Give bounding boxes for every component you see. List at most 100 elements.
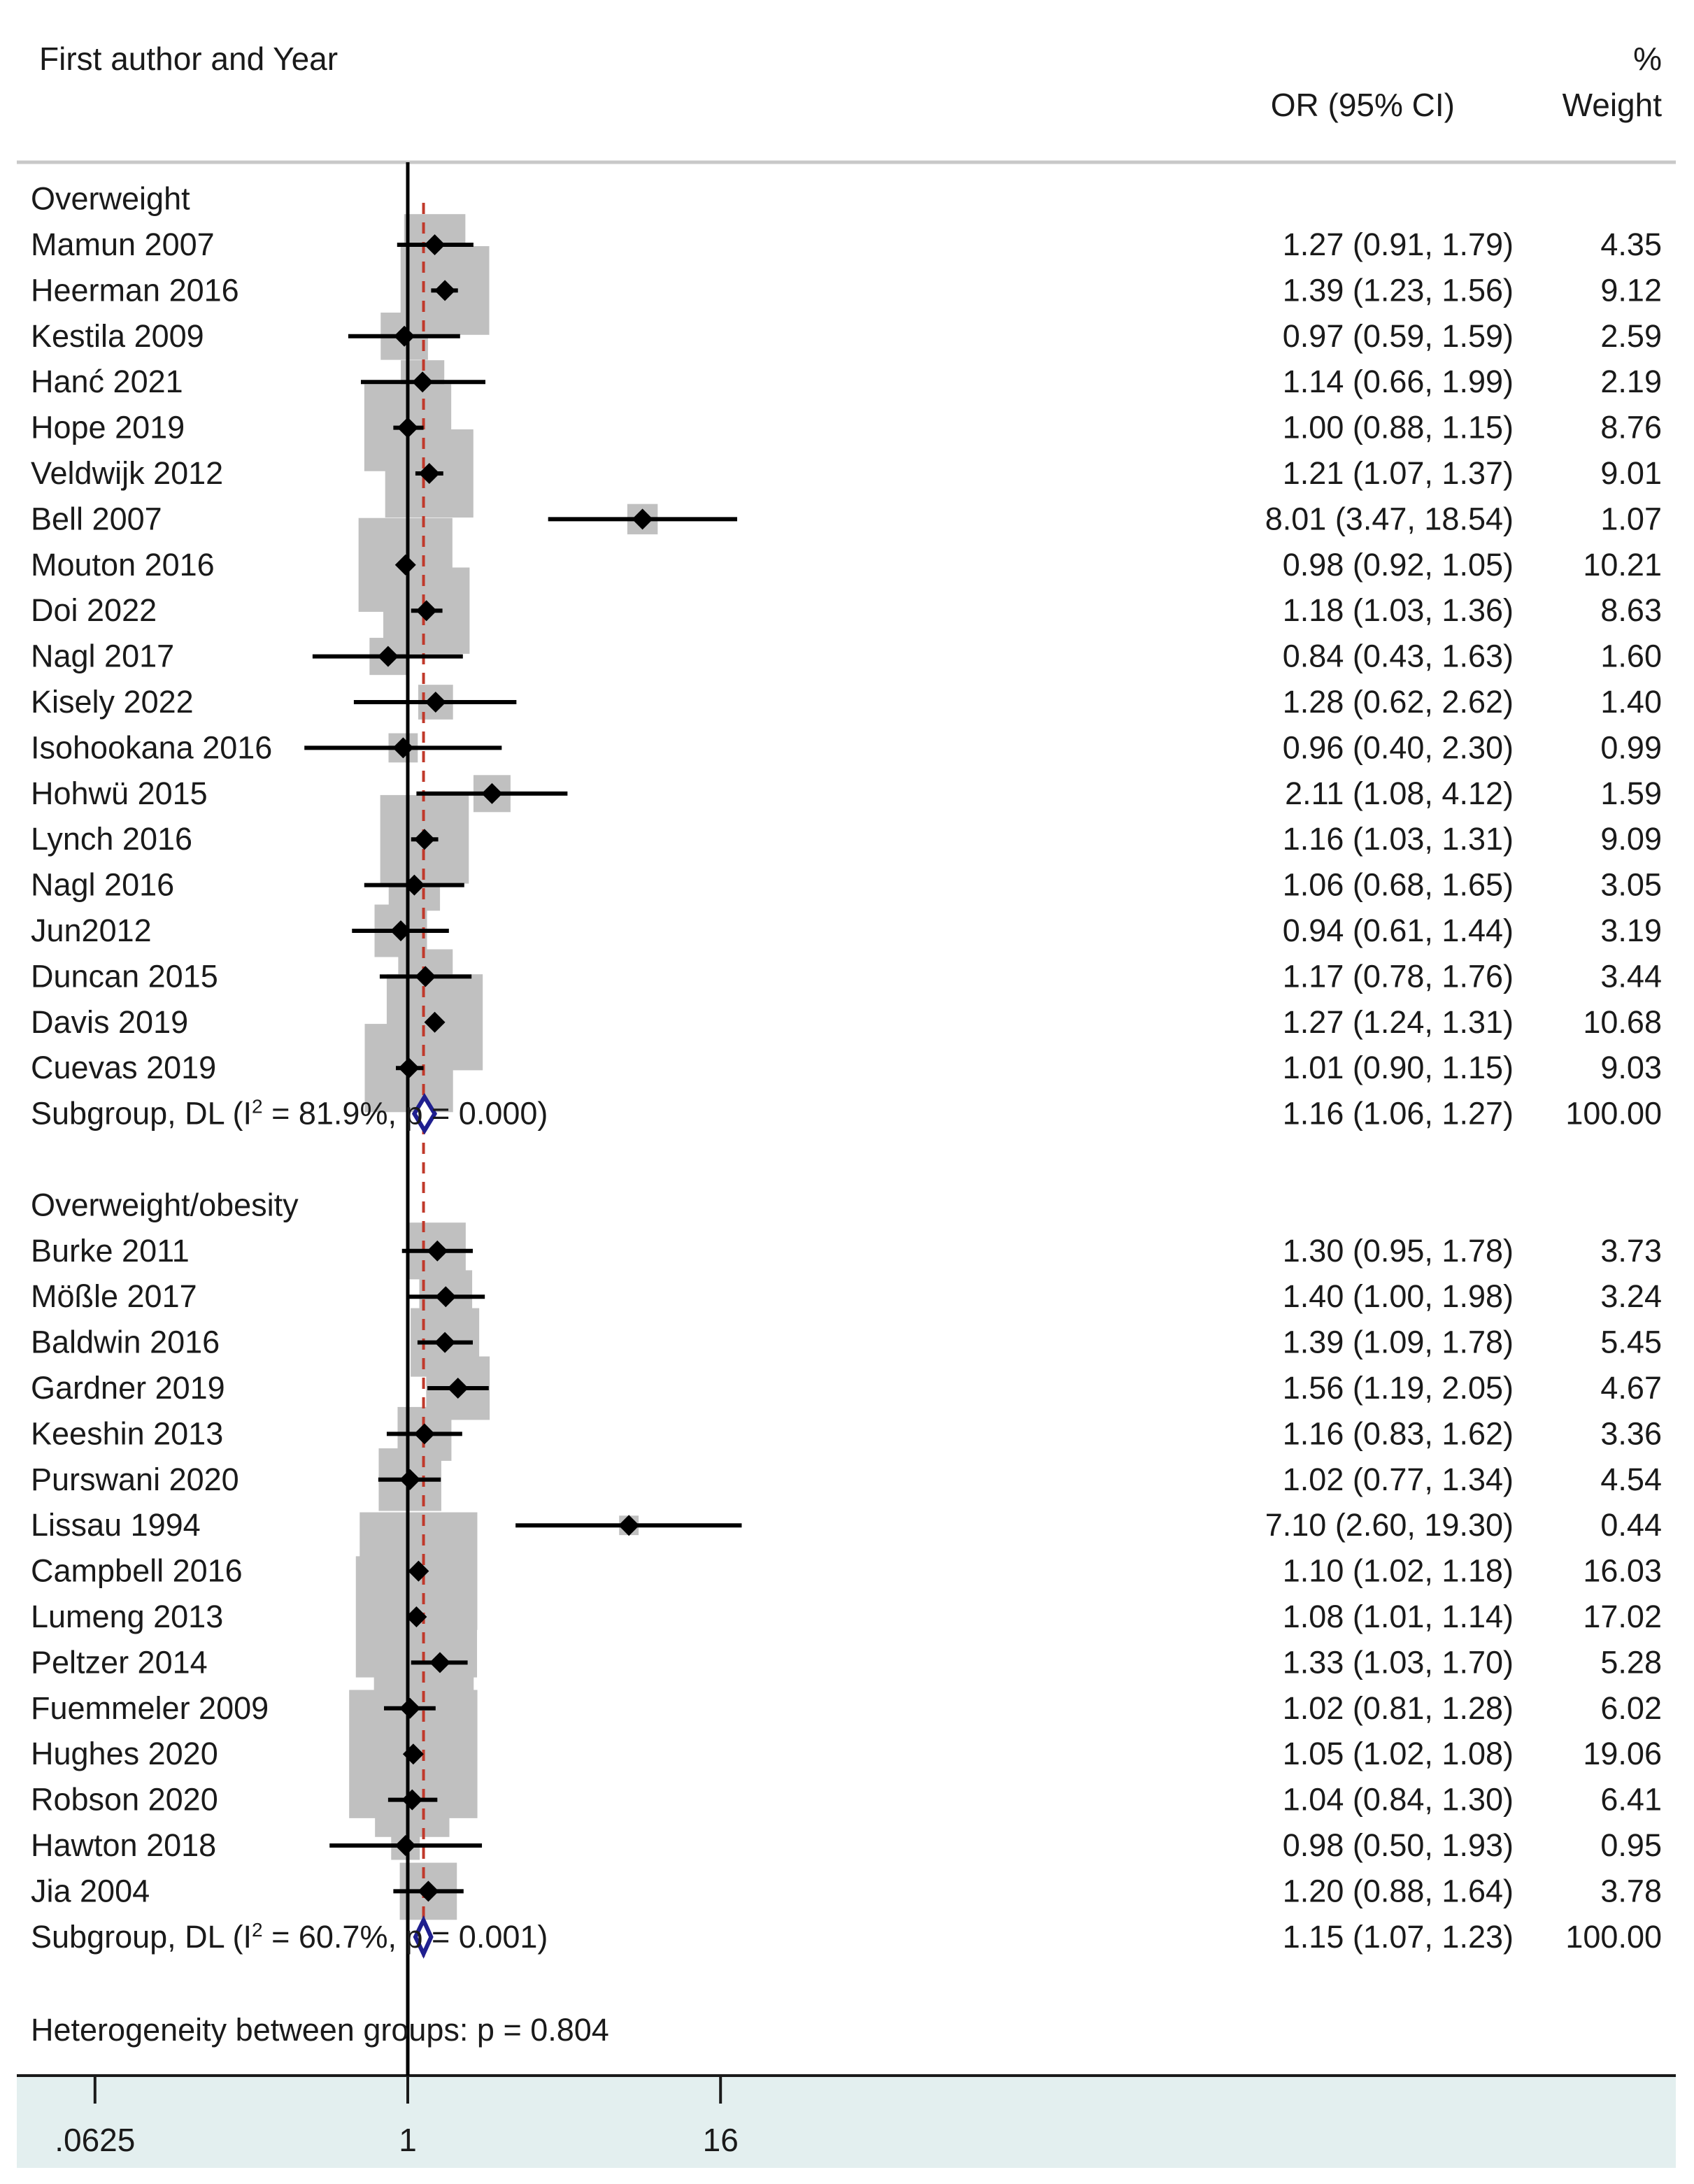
- or-ci-value: 1.56 (1.19, 2.05): [1283, 1370, 1514, 1406]
- point-estimate: [402, 1743, 424, 1765]
- weight-value: 6.02: [1600, 1690, 1662, 1726]
- or-ci-value: 1.27 (0.91, 1.79): [1283, 227, 1514, 262]
- point-estimates: [377, 234, 653, 1959]
- or-ci-value: 1.16 (1.03, 1.31): [1283, 821, 1514, 857]
- weight-value: 16.03: [1583, 1553, 1662, 1589]
- weight-value: 9.09: [1600, 821, 1662, 857]
- subgroup-diamond: [411, 1092, 438, 1135]
- study-label: Nagl 2016: [31, 867, 174, 903]
- study-label: Hohwü 2015: [31, 776, 208, 811]
- point-estimate: [429, 1652, 450, 1673]
- weight-value: 0.44: [1600, 1507, 1662, 1543]
- point-estimate: [394, 554, 416, 576]
- weight-value: 3.44: [1600, 958, 1662, 994]
- study-label: Lissau 1994: [31, 1507, 201, 1543]
- weight-value: 3.36: [1600, 1415, 1662, 1451]
- study-label: Campbell 2016: [31, 1553, 243, 1589]
- weight-value: 5.28: [1600, 1644, 1662, 1680]
- subgroup-or-ci: 1.16 (1.06, 1.27): [1283, 1096, 1514, 1132]
- or-ci-value: 1.16 (0.83, 1.62): [1283, 1415, 1514, 1451]
- study-label: Veldwijk 2012: [31, 455, 223, 491]
- point-estimate: [418, 1880, 439, 1902]
- point-estimate: [394, 1835, 416, 1856]
- study-label: Duncan 2015: [31, 958, 218, 994]
- or-ci-value: 1.00 (0.88, 1.15): [1283, 410, 1514, 445]
- point-estimate: [377, 645, 399, 667]
- point-estimate: [398, 1057, 420, 1079]
- point-estimate: [406, 1606, 427, 1627]
- x-tick-label: 1: [399, 2122, 417, 2158]
- subgroup-weight: 100.00: [1565, 1919, 1662, 1955]
- point-estimate: [401, 1789, 423, 1811]
- study-label: Nagl 2017: [31, 638, 174, 674]
- or-ci-value: 7.10 (2.60, 19.30): [1265, 1507, 1514, 1543]
- study-label: Hawton 2018: [31, 1827, 216, 1863]
- weight-value: 1.07: [1600, 501, 1662, 536]
- heterogeneity-note: Heterogeneity between groups: p = 0.804: [31, 2012, 609, 2048]
- weight-value: 3.05: [1600, 867, 1662, 903]
- point-estimate: [397, 417, 418, 438]
- or-ci-value: 1.18 (1.03, 1.36): [1283, 592, 1514, 628]
- point-estimate: [434, 1332, 456, 1353]
- study-label: Mouton 2016: [31, 547, 215, 583]
- point-estimate: [399, 1697, 421, 1719]
- subgroup-or-ci: 1.15 (1.07, 1.23): [1283, 1919, 1514, 1955]
- weight-value: 0.99: [1600, 729, 1662, 765]
- or-ci-value: 1.14 (0.66, 1.99): [1283, 364, 1514, 399]
- or-ci-value: 0.84 (0.43, 1.63): [1283, 638, 1514, 674]
- weight-value: 2.59: [1600, 318, 1662, 354]
- group-heading: Overweight/obesity: [31, 1187, 299, 1222]
- subgroup-diamond: [413, 1915, 434, 1959]
- point-estimate: [425, 692, 446, 713]
- weight-value: 10.21: [1583, 547, 1662, 583]
- subgroup-label: Subgroup, DL (I2 = 81.9%, p = 0.000): [31, 1096, 548, 1132]
- weight-value: 3.78: [1600, 1873, 1662, 1908]
- weight-value: 5.45: [1600, 1325, 1662, 1360]
- or-ci-value: 0.98 (0.50, 1.93): [1283, 1827, 1514, 1863]
- point-estimate: [408, 1560, 429, 1582]
- study-label: Fuemmeler 2009: [31, 1690, 269, 1726]
- or-ci-value: 1.02 (0.77, 1.34): [1283, 1462, 1514, 1497]
- study-label: Mößle 2017: [31, 1278, 197, 1314]
- x-tick-label: 16: [703, 2122, 739, 2158]
- study-label: Peltzer 2014: [31, 1644, 208, 1680]
- axis-band: [17, 2076, 1676, 2168]
- study-label: Heerman 2016: [31, 272, 239, 308]
- weight-boxes: [349, 214, 658, 1920]
- or-ci-value: 1.06 (0.68, 1.65): [1283, 867, 1514, 903]
- study-label: Gardner 2019: [31, 1370, 225, 1406]
- weight-value: 3.19: [1600, 913, 1662, 948]
- point-estimate: [427, 1240, 448, 1262]
- or-ci-value: 1.02 (0.81, 1.28): [1283, 1690, 1514, 1726]
- study-label: Doi 2022: [31, 592, 157, 628]
- weight-value: 8.63: [1600, 592, 1662, 628]
- or-ci-value: 1.28 (0.62, 2.62): [1283, 684, 1514, 720]
- point-estimate: [434, 280, 456, 301]
- subgroup-weight: 100.00: [1565, 1096, 1662, 1132]
- study-label: Lumeng 2013: [31, 1599, 223, 1634]
- x-tick-label: .0625: [55, 2122, 135, 2158]
- or-ci-value: 1.39 (1.09, 1.78): [1283, 1325, 1514, 1360]
- study-label: Davis 2019: [31, 1004, 188, 1040]
- weight-value: 4.54: [1600, 1462, 1662, 1497]
- study-label: Kisely 2022: [31, 684, 194, 720]
- study-label: Keeshin 2013: [31, 1415, 223, 1451]
- point-estimate: [418, 463, 440, 484]
- weight-value: 1.40: [1600, 684, 1662, 720]
- study-label: Hughes 2020: [31, 1736, 218, 1771]
- or-ci-value: 1.20 (0.88, 1.64): [1283, 1873, 1514, 1908]
- point-estimate: [447, 1378, 469, 1399]
- study-label: Lynch 2016: [31, 821, 192, 857]
- x-axis-ticks: .0625 1 16: [55, 2076, 739, 2158]
- group-heading: Overweight: [31, 181, 190, 217]
- weight-column-header: Weight: [1563, 87, 1663, 123]
- study-label: Baldwin 2016: [31, 1325, 220, 1360]
- or-ci-value: 0.98 (0.92, 1.05): [1283, 547, 1514, 583]
- weight-value: 8.76: [1600, 410, 1662, 445]
- or-ci-value: 2.11 (1.08, 4.12): [1285, 776, 1514, 811]
- study-label: Bell 2007: [31, 501, 162, 536]
- study-label: Burke 2011: [31, 1233, 190, 1269]
- or-ci-value: 1.30 (0.95, 1.78): [1283, 1233, 1514, 1269]
- or-ci-value: 1.21 (1.07, 1.37): [1283, 455, 1514, 491]
